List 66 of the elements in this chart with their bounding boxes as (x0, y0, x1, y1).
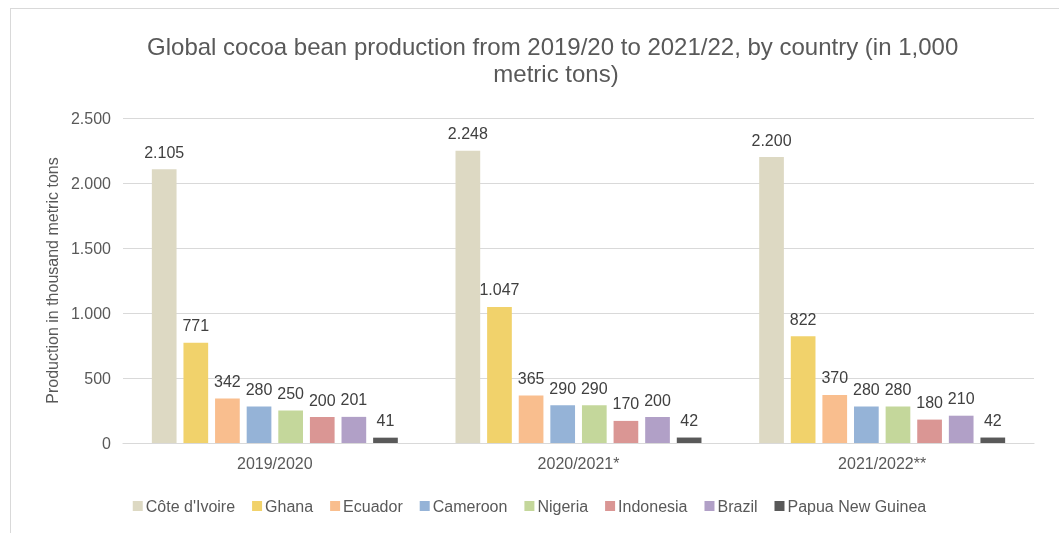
data-label: 201 (340, 391, 368, 409)
bar (854, 406, 879, 443)
data-label: 2.105 (144, 143, 185, 161)
data-label: 42 (680, 412, 699, 430)
y-tick-label: 1.500 (70, 239, 112, 257)
data-label: 250 (277, 385, 305, 402)
bar (917, 419, 942, 443)
data-label: 42 (983, 412, 1002, 430)
x-tick-label: 2020/2021* (537, 454, 620, 472)
legend-label: Papua New Guinea (787, 497, 927, 515)
legend-label: Cameroon (432, 497, 508, 515)
legend-label: Ghana (265, 497, 314, 515)
x-tick-label: 2019/2020 (237, 454, 313, 472)
data-label: 290 (580, 379, 608, 397)
data-label: 210 (947, 390, 975, 408)
bar (885, 406, 911, 443)
x-tick-label: 2021/2022** (838, 454, 927, 472)
bar (278, 410, 303, 443)
data-label: 200 (308, 391, 336, 409)
data-label: 822 (789, 310, 817, 328)
bar (518, 395, 544, 443)
bar (822, 394, 848, 443)
data-label: 370 (821, 369, 849, 387)
y-tick-label: 2.000 (70, 174, 112, 192)
bar (613, 420, 639, 443)
legend-label: Côte d'Ivoire (145, 497, 236, 515)
bar (246, 406, 272, 443)
bar (455, 150, 481, 443)
legend-label: Brazil (717, 497, 758, 515)
data-label: 365 (517, 370, 545, 388)
bar (183, 342, 209, 443)
data-label: 290 (549, 379, 577, 397)
data-label: 280 (884, 381, 912, 399)
data-label: 280 (853, 381, 880, 399)
y-tick-label: 500 (84, 369, 112, 387)
bar (980, 437, 1006, 443)
data-label: 342 (214, 373, 241, 391)
bar (790, 336, 816, 443)
data-label: 41 (376, 412, 395, 430)
data-label: 200 (644, 391, 671, 409)
data-label: 280 (245, 381, 273, 399)
data-label: 2.248 (447, 125, 488, 143)
bar (550, 405, 576, 443)
bar (645, 417, 670, 443)
legend-label: Indonesia (618, 497, 688, 515)
data-label: 1.047 (479, 281, 520, 299)
y-tick-label: 2.500 (70, 109, 112, 127)
y-tick-label: 1.000 (70, 304, 112, 322)
bar (151, 169, 177, 443)
bar (487, 306, 512, 443)
bar (215, 398, 240, 443)
chart-title: Global cocoa bean production from 2019/20 to 2021/22, by country (in 1,000 metric tons) (147, 33, 965, 87)
bar (759, 157, 784, 443)
data-label: 170 (612, 395, 640, 413)
bar (948, 415, 974, 443)
legend-label: Ecuador (343, 497, 404, 515)
data-label: 2.200 (751, 131, 792, 149)
y-axis-title: Production in thousand metric tons (43, 157, 61, 404)
legend-label: Nigeria (537, 497, 589, 515)
data-label: 771 (182, 317, 210, 335)
bar (581, 405, 607, 443)
bar (341, 416, 367, 443)
bar (309, 417, 335, 443)
bar (373, 437, 398, 443)
y-tick-label: 0 (102, 434, 112, 452)
data-label: 180 (916, 394, 944, 412)
